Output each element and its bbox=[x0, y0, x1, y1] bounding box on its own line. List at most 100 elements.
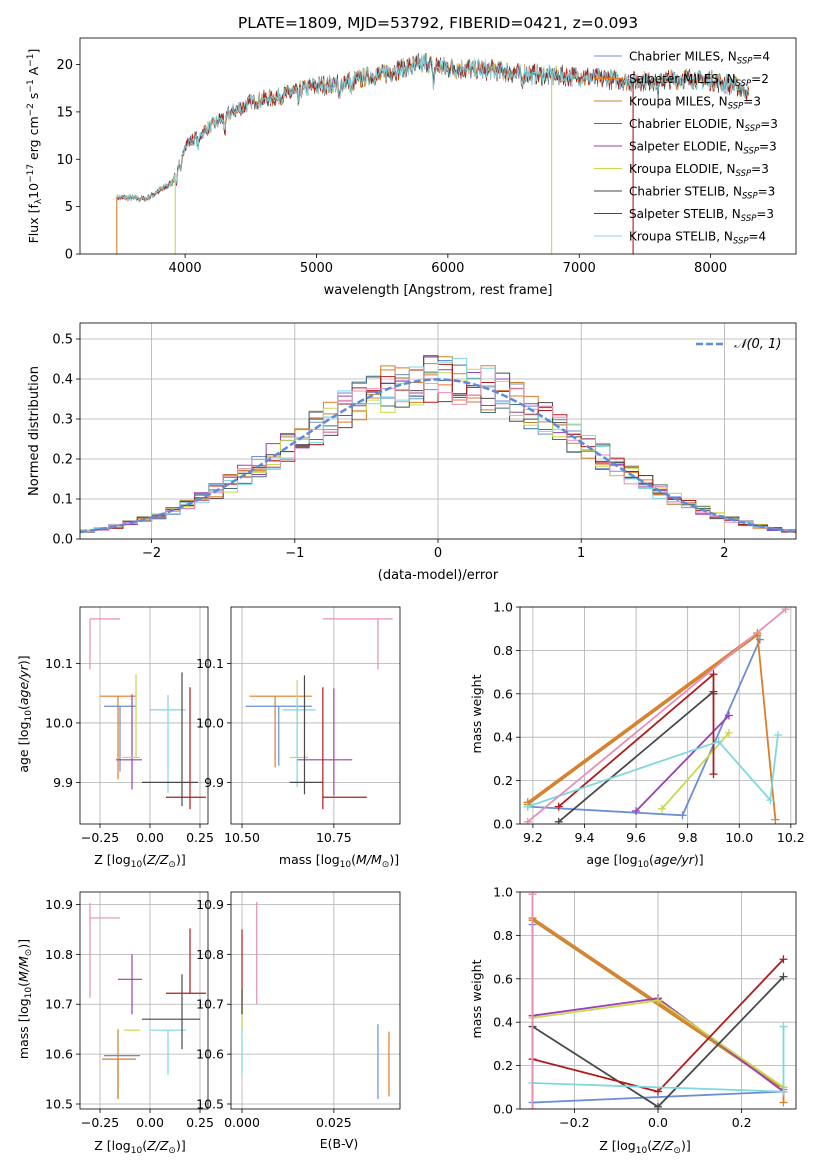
weight-point-marker bbox=[779, 1087, 788, 1096]
histogram-steps bbox=[80, 355, 796, 535]
legend-tail: =3 bbox=[743, 95, 761, 109]
legend-tail: =3 bbox=[758, 185, 776, 199]
age-vs-Z-panel: −0.25 0.00 0.25 9.9 10.0 10.1 bbox=[45, 606, 214, 845]
weight-point-marker bbox=[771, 815, 780, 824]
weight-vs-age-panel: 9.2 9.4 9.6 9.8 10.0 10.2 0.0 0.2 0.4 0.6 0.8 1.0 bbox=[493, 600, 805, 846]
weight-series-line bbox=[635, 714, 730, 812]
legend-sub: SSP bbox=[745, 124, 761, 134]
x-tick-label: 9.6 bbox=[626, 830, 646, 845]
weight-point-marker bbox=[528, 892, 537, 899]
axes-frame bbox=[79, 37, 797, 255]
legend-sub: SSP bbox=[737, 57, 753, 67]
y-tick-label: 0.4 bbox=[493, 730, 513, 745]
y-tick-label: 10.5 bbox=[45, 1097, 73, 1112]
weight-point-marker bbox=[714, 737, 723, 746]
spectrum-title: PLATE=1809, MJD=53792, FIBERID=0421, z=0… bbox=[238, 14, 638, 32]
weight-vs-age-xlabel: age [log10(age/yr)] bbox=[586, 852, 703, 870]
legend-label: Salpeter ELODIE, NSSP=3 bbox=[629, 140, 777, 157]
x-tick-label: 0.25 bbox=[186, 830, 214, 845]
y-tick-label: 0.3 bbox=[52, 413, 73, 428]
y-tick-label: 5 bbox=[65, 200, 73, 215]
x-tick-label: 10.50 bbox=[224, 830, 260, 845]
errorbar-points bbox=[245, 618, 393, 810]
y-tick-label: 10.8 bbox=[45, 947, 73, 962]
errorbar-point bbox=[249, 695, 312, 768]
weight-point-marker bbox=[709, 670, 718, 679]
age-vs-mass-panel: 10.50 10.75 9.9 10.0 10.1 bbox=[196, 606, 401, 845]
errorbar-point bbox=[322, 618, 393, 670]
weight-series-line bbox=[527, 639, 761, 817]
y-tick-label: 10.7 bbox=[45, 997, 73, 1012]
weight-point-marker bbox=[554, 802, 563, 811]
errorbar-point bbox=[150, 694, 186, 794]
errorbar-points bbox=[241, 901, 390, 1100]
errorbar-point bbox=[142, 974, 200, 1050]
residuals-xlabel: (data-model)/error bbox=[378, 568, 499, 583]
y-tick-label: 20 bbox=[56, 58, 73, 73]
x-tick-label: 0.025 bbox=[316, 1115, 352, 1130]
weight-series-line bbox=[527, 734, 779, 808]
axes-frame bbox=[519, 606, 797, 825]
errorbar-point bbox=[282, 697, 316, 788]
errorbar-point bbox=[289, 680, 309, 759]
mass-vs-Z-panel: −0.25 0.00 0.25 10.5 10.6 10.7 10.8 10.9 bbox=[45, 891, 214, 1130]
legend-sub: SSP bbox=[741, 214, 757, 224]
weight-point-marker bbox=[779, 955, 788, 964]
x-tick-label: 4000 bbox=[169, 261, 202, 276]
weight-point-marker bbox=[779, 972, 788, 981]
x-tick-label: −0.25 bbox=[81, 830, 119, 845]
x-tick-label: 10.75 bbox=[316, 830, 352, 845]
legend-label: Kroupa STELIB, NSSP=4 bbox=[629, 230, 766, 247]
legend-tail: =3 bbox=[759, 140, 777, 154]
legend-sub: SSP bbox=[736, 79, 752, 89]
legend-sub: SSP bbox=[742, 192, 758, 202]
legend-tail: =2 bbox=[751, 72, 769, 86]
errorbar-points bbox=[89, 618, 206, 810]
legend-tail: =3 bbox=[756, 207, 774, 221]
y-tick-label: 10.7 bbox=[196, 997, 224, 1012]
legend-label: Salpeter STELIB, NSSP=3 bbox=[629, 207, 774, 224]
axes-frame bbox=[79, 606, 209, 825]
weight-vs-Z-panel: −0.2 0.0 0.2 0.0 0.2 0.4 0.6 0.8 1.0 bbox=[493, 885, 797, 1130]
legend-label: Kroupa ELODIE, NSSP=3 bbox=[629, 162, 769, 179]
x-tick-label: 0.000 bbox=[224, 1115, 260, 1130]
mass-vs-Z-ylabel: mass [log10(M/M⊙)] bbox=[16, 939, 34, 1059]
x-tick-label: 0.00 bbox=[136, 1115, 164, 1130]
spectrum-xlabel: wavelength [Angstrom, rest frame] bbox=[324, 283, 553, 298]
weight-point-marker bbox=[632, 806, 641, 815]
y-tick-label: 0.6 bbox=[493, 971, 513, 986]
y-tick-label: 0.8 bbox=[493, 643, 513, 658]
y-tick-label: 0 bbox=[65, 248, 73, 263]
legend-label: Chabrier MILES, NSSP=4 bbox=[629, 50, 770, 67]
errorbar-point bbox=[89, 902, 120, 998]
x-tick-label: 2 bbox=[720, 546, 728, 561]
errorbar-point bbox=[102, 1058, 136, 1100]
weight-vs-Z-xlabel: Z [log10(Z/Z⊙)] bbox=[599, 1138, 690, 1156]
axes-frame bbox=[519, 891, 797, 1110]
age-vs-Z-ylabel: age [log10(age/yr)] bbox=[16, 655, 34, 772]
x-tick-label: −0.25 bbox=[81, 1115, 119, 1130]
weight-point-marker bbox=[724, 711, 733, 720]
weight-point-marker bbox=[678, 811, 687, 820]
y-tick-label: 10.1 bbox=[45, 656, 73, 671]
mass-vs-EBV-panel: 0.000 0.025 10.5 10.6 10.7 10.8 10.9 bbox=[196, 891, 401, 1130]
x-tick-label: 0.2 bbox=[732, 1115, 752, 1130]
weight-point-marker bbox=[654, 996, 662, 1005]
weight-point-marker bbox=[773, 731, 782, 740]
axes-frame bbox=[230, 891, 401, 1110]
legend-sub: SSP bbox=[733, 237, 749, 247]
y-tick-label: 15 bbox=[56, 105, 73, 120]
y-tick-label: 0.4 bbox=[493, 1015, 513, 1030]
x-tick-label: 10.0 bbox=[725, 830, 753, 845]
weight-vs-Z-ylabel: mass weight bbox=[469, 959, 484, 1038]
weight-point-marker bbox=[766, 796, 775, 805]
errorbar-point bbox=[150, 1029, 186, 1076]
x-tick-label: 0 bbox=[434, 546, 442, 561]
y-tick-label: 1.0 bbox=[493, 600, 513, 615]
spectrum-series-line bbox=[116, 53, 750, 203]
legend-tail: =4 bbox=[752, 50, 770, 64]
errorbar-point bbox=[89, 618, 120, 670]
weight-point-marker bbox=[781, 607, 790, 614]
x-tick-label: 0.25 bbox=[186, 1115, 214, 1130]
